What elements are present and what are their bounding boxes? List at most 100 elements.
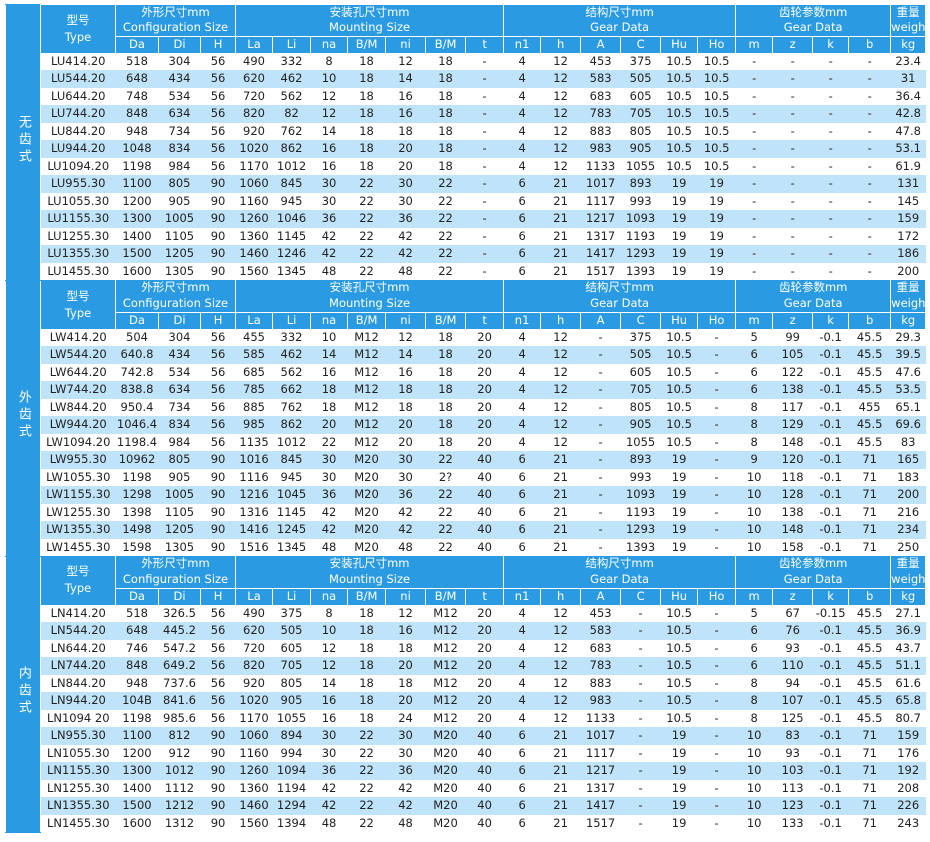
value-cell: - [735,52,773,71]
value-cell: 375 [620,52,661,71]
column-header: H [199,587,237,605]
value-cell: 20 [465,328,504,347]
value-cell: 10.5 [660,433,698,452]
value-cell: 4 [503,363,541,382]
model-cell: LW644.20 [40,363,116,382]
value-cell: 10 [735,503,773,522]
value-cell: - [735,227,773,246]
value-cell: 19 [660,814,698,833]
value-cell: 18 [347,674,386,693]
group-header-en: Configuration Size [114,296,237,313]
value-cell: 4 [503,639,541,658]
value-cell: 20 [465,416,504,434]
value-cell: 8 [735,433,773,452]
value-cell: 71 [848,486,891,504]
value-cell: 1100 [115,727,159,745]
value-cell: 148 [772,521,813,539]
value-cell: -0.1 [812,797,849,815]
value-cell: M12 [347,381,386,399]
value-cell: - [772,262,813,281]
value-cell: 1345 [272,538,311,557]
value-cell: 983 [580,692,621,710]
value-cell: 42 [385,797,426,815]
value-cell: 12 [540,363,581,382]
value-cell: 12 [540,381,581,399]
value-cell: 40 [465,814,504,833]
value-cell: 56 [200,709,236,728]
value-cell: 30 [385,175,426,193]
value-cell: 19 [660,245,698,263]
value-cell: 1055 [272,709,311,728]
value-cell: -0.1 [812,381,849,399]
value-cell: 1216 [235,486,273,504]
value-cell: 993 [620,192,661,211]
type-header: 型号 Type [40,4,116,53]
value-cell: 48 [310,538,348,557]
type-header-cn: 型号 [66,564,90,579]
model-cell: LU1055.30 [40,192,116,211]
value-cell: 117 [772,398,813,417]
column-header: m [735,587,774,605]
model-cell: LW1155.30 [40,486,116,504]
value-cell: 18 [425,363,466,382]
data-row: LW644.20 742.8 534 56 685 562 16 M12 16 18 20 4 12-6… [6,363,926,382]
value-cell: - [848,192,891,211]
value-cell: 22 [347,262,386,281]
value-cell: 848 [115,105,159,123]
value-cell: 12 [540,87,581,106]
value-cell: 30 [310,451,348,469]
value-cell: - [772,192,813,211]
header-row: 无齿式 型号 Type 外形尺寸mm 安装孔尺寸mm 结构尺寸mm 齿轮参数mm 重量 [5,4,927,281]
value-cell: 42 [310,779,348,798]
value-cell: 10.5 [697,52,736,71]
value-cell: - [620,779,661,798]
value-cell: 90 [200,744,236,763]
value-cell: 12 [540,346,581,364]
value-cell: 945 [272,192,311,211]
value-cell: -0.1 [812,622,849,640]
data-row: LN1094 20 1198 985.6 56 1170 1055 16 18 24 M12 20 4… [6,709,926,728]
column-header: A [580,36,622,53]
value-cell: - [620,604,661,623]
value-cell: 12 [540,398,581,417]
value-cell: 12 [540,157,581,176]
value-cell: 71 [848,521,891,539]
value-cell: 894 [272,727,311,745]
value-cell: 1105 [158,503,201,522]
value-cell: 805 [620,122,661,141]
value-cell: 12 [385,328,426,347]
value-cell: - [848,87,891,106]
value-cell: 8 [735,674,773,693]
value-cell: 14 [385,70,426,88]
header-row: 内齿式 型号 Type 外形尺寸mm 安装孔尺寸mm 结构尺寸mm 齿轮参数mm 重量 [5,555,927,833]
model-cell: LN744.20 [40,657,116,675]
value-cell: -0.1 [812,398,849,417]
value-cell: 1198 [115,157,159,176]
value-cell: 1060 [235,175,273,193]
value-cell: 634 [158,105,201,123]
value-cell: -0.1 [812,709,849,728]
value-cell: - [772,157,813,176]
value-cell: 950.4 [115,398,159,417]
value-cell: 40 [465,762,504,780]
value-cell: 21 [540,779,581,798]
value-cell: 562 [272,87,311,106]
value-cell: 90 [200,192,236,211]
value-cell: - [812,245,849,263]
value-cell: 45.5 [848,639,891,658]
value-cell: 18 [425,157,466,176]
value-cell: 20 [385,157,426,176]
data-row: LU955.30 1100 805 90 1060 845 30 22 30 22-6 21 1017… [6,175,926,193]
value-cell: 5 [735,328,773,347]
value-cell: 1100 [115,175,159,193]
column-header: Ho [697,36,737,53]
value-cell: 18 [385,381,426,399]
value-cell: 10.5 [697,87,736,106]
value-cell: 18 [347,639,386,658]
model-cell: LW1255.30 [40,503,116,522]
value-cell: -0.1 [812,538,849,557]
value-cell: 1020 [235,692,273,710]
model-cell: LN414.20 [40,604,116,623]
value-cell: 10.5 [660,604,698,623]
value-cell: - [465,87,504,106]
